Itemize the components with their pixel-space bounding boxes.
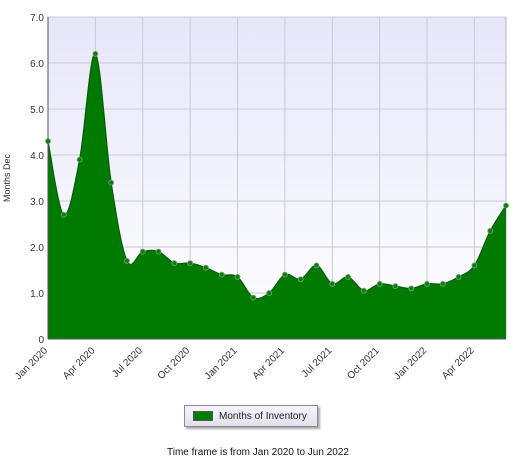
data-point <box>218 271 225 278</box>
x-tick-label: Jan 2022 <box>392 345 429 382</box>
data-point <box>171 260 178 267</box>
x-tick-label: Apr 2022 <box>440 345 477 382</box>
x-tick-label: Apr 2020 <box>61 345 98 382</box>
y-tick-label: 5.0 <box>30 105 44 116</box>
area-chart: 01.02.03.04.05.06.07.0 Jan 2020 Apr 2020 J… <box>2 13 509 382</box>
timeframe-footer: Time frame is from Jan 2020 to Jun 2022 <box>167 447 349 458</box>
x-tick-label: Oct 2021 <box>345 345 382 382</box>
y-tick-label: 7.0 <box>30 13 44 24</box>
data-point <box>408 285 415 292</box>
data-point <box>455 273 462 280</box>
data-point <box>503 202 509 209</box>
data-point <box>76 156 83 163</box>
data-point <box>487 227 494 234</box>
x-tick-label: Jul 2020 <box>110 345 145 380</box>
data-point <box>234 273 241 280</box>
y-tick-label: 2.0 <box>30 243 44 254</box>
data-point <box>108 179 115 186</box>
data-point <box>203 264 209 271</box>
data-point <box>345 273 351 280</box>
y-tick-label: 1.0 <box>30 289 44 300</box>
y-tick-label: 0 <box>38 335 44 346</box>
x-tick-label: Jul 2021 <box>300 345 335 380</box>
x-tick-label: Jan 2020 <box>13 345 50 382</box>
x-tick-label: Oct 2020 <box>156 345 193 382</box>
data-point <box>329 280 336 287</box>
data-point <box>281 271 288 278</box>
y-tick-label: 6.0 <box>30 59 44 70</box>
data-point <box>439 280 446 287</box>
data-point <box>250 294 257 301</box>
data-point <box>297 276 304 283</box>
y-tick-label: 3.0 <box>30 197 44 208</box>
data-point <box>92 50 99 57</box>
data-point <box>471 262 478 269</box>
data-point <box>139 248 146 255</box>
data-point <box>313 262 320 269</box>
data-point <box>266 290 273 296</box>
data-point <box>60 211 67 218</box>
legend-swatch <box>193 411 213 421</box>
data-point <box>376 280 383 287</box>
x-tick-label: Apr 2021 <box>251 345 288 382</box>
x-tick-label: Jan 2021 <box>203 345 240 382</box>
series-points <box>45 50 509 301</box>
y-axis-label: Months Dec <box>2 153 12 202</box>
data-point <box>392 283 399 290</box>
data-point <box>187 260 194 267</box>
y-tick-labels: 0 1.0 2.0 3.0 4.0 5.0 6.0 7.0 <box>30 13 44 346</box>
data-point <box>124 257 130 264</box>
legend: Months of Inventory <box>184 405 318 427</box>
series-area <box>48 53 506 340</box>
data-point <box>424 280 430 287</box>
data-point <box>360 287 367 294</box>
y-tick-label: 4.0 <box>30 151 44 162</box>
data-point <box>155 248 162 255</box>
x-tick-labels: Jan 2020 Apr 2020 Jul 2020 Oct 2020 Jan 2021… <box>13 345 477 382</box>
legend-label: Months of Inventory <box>219 410 307 422</box>
